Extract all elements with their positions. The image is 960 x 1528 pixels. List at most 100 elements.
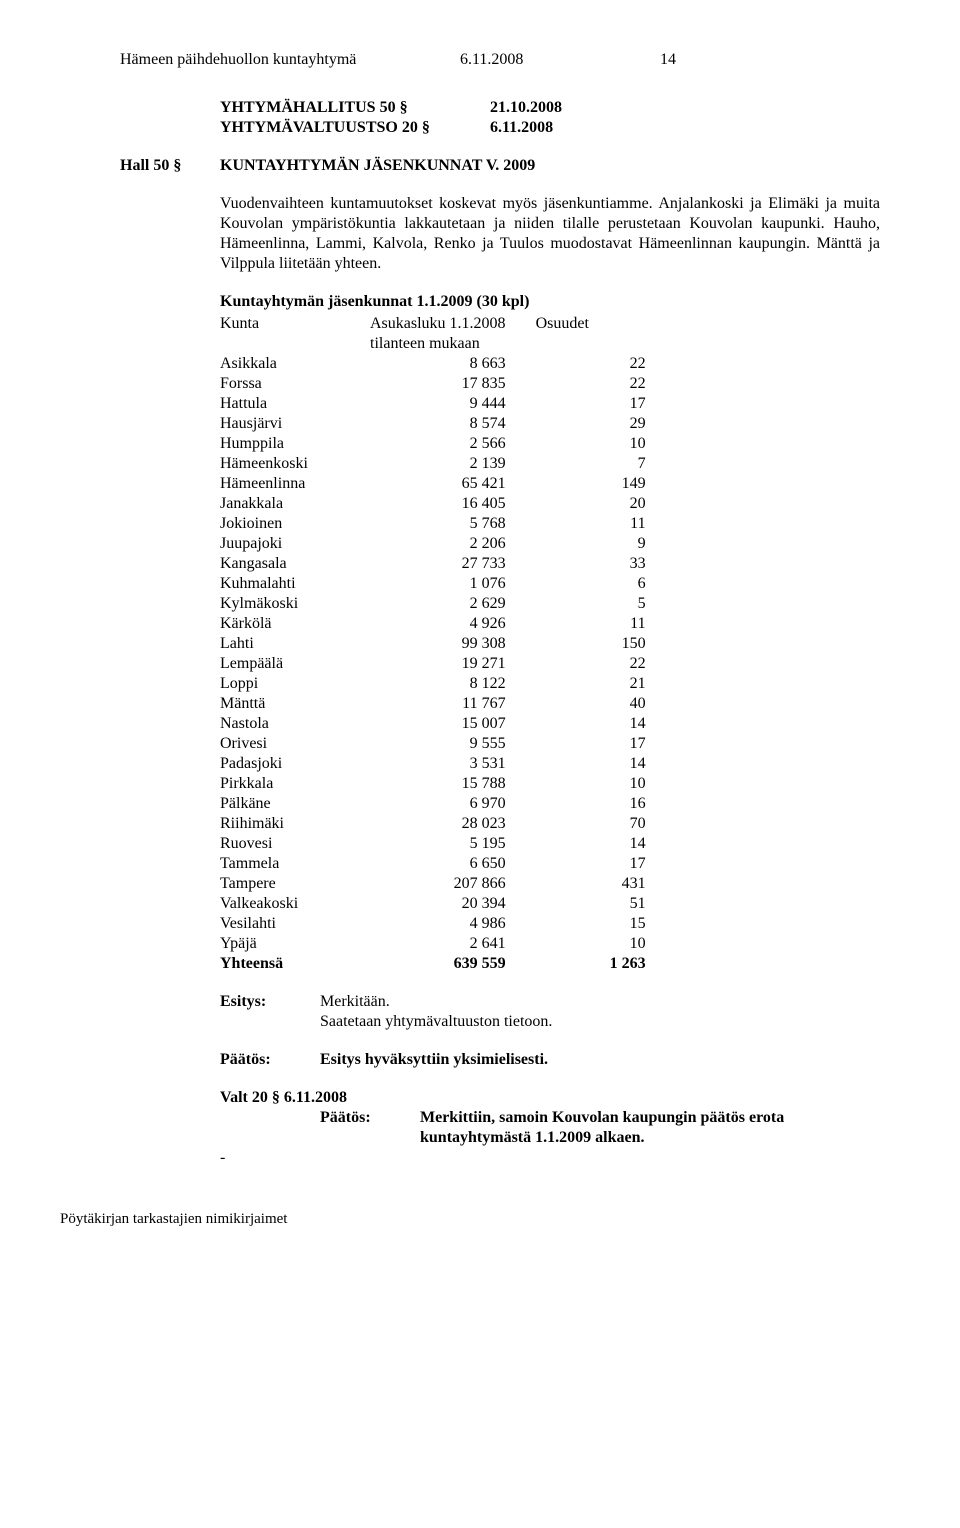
header-org: Hämeen päihdehuollon kuntayhtymä (120, 50, 460, 70)
cell-osuudet: 51 (506, 894, 646, 914)
cell-osuudet: 16 (506, 794, 646, 814)
th-asukasluku: Asukasluku 1.1.2008 (370, 314, 506, 334)
cell-kunta: Janakkala (220, 494, 370, 514)
cell-kunta: Tammela (220, 854, 370, 874)
cell-osuudet: 15 (506, 914, 646, 934)
table-row: Janakkala16 40520 (220, 494, 646, 514)
table-row: Orivesi9 55517 (220, 734, 646, 754)
total-shares: 1 263 (506, 954, 646, 974)
cell-osuudet: 21 (506, 674, 646, 694)
valt-heading: Valt 20 § 6.11.2008 (220, 1088, 890, 1108)
cell-osuudet: 14 (506, 834, 646, 854)
table-row: Riihimäki28 02370 (220, 814, 646, 834)
cell-osuudet: 149 (506, 474, 646, 494)
cell-osuudet: 22 (506, 654, 646, 674)
header-page: 14 (660, 50, 676, 70)
cell-kunta: Hausjärvi (220, 414, 370, 434)
cell-asukasluku: 5 195 (370, 834, 506, 854)
cell-osuudet: 10 (506, 774, 646, 794)
cell-kunta: Kärkölä (220, 614, 370, 634)
paatos-label: Päätös: (220, 1050, 320, 1070)
cell-osuudet: 20 (506, 494, 646, 514)
cell-asukasluku: 20 394 (370, 894, 506, 914)
cell-asukasluku: 16 405 (370, 494, 506, 514)
cell-osuudet: 22 (506, 374, 646, 394)
cell-asukasluku: 2 641 (370, 934, 506, 954)
cell-asukasluku: 4 986 (370, 914, 506, 934)
cell-osuudet: 10 (506, 934, 646, 954)
table-row: Pirkkala15 78810 (220, 774, 646, 794)
cell-asukasluku: 17 835 (370, 374, 506, 394)
table-row: Humppila2 56610 (220, 434, 646, 454)
th-kunta: Kunta (220, 314, 370, 334)
cell-asukasluku: 6 650 (370, 854, 506, 874)
dash: - (220, 1148, 890, 1168)
table-row: Tampere207 866431 (220, 874, 646, 894)
cell-osuudet: 11 (506, 614, 646, 634)
hallitus-date: 21.10.2008 (490, 98, 562, 118)
cell-asukasluku: 9 555 (370, 734, 506, 754)
cell-osuudet: 70 (506, 814, 646, 834)
cell-osuudet: 11 (506, 514, 646, 534)
table-row: Kärkölä4 92611 (220, 614, 646, 634)
esitys-line1: Merkitään. (320, 992, 552, 1012)
cell-osuudet: 14 (506, 754, 646, 774)
cell-kunta: Nastola (220, 714, 370, 734)
cell-asukasluku: 8 663 (370, 354, 506, 374)
table-row: Padasjoki3 53114 (220, 754, 646, 774)
table-row: Valkeakoski20 39451 (220, 894, 646, 914)
cell-kunta: Tampere (220, 874, 370, 894)
table-row: Lahti99 308150 (220, 634, 646, 654)
cell-osuudet: 17 (506, 394, 646, 414)
table-row: Hämeenkoski2 1397 (220, 454, 646, 474)
cell-osuudet: 431 (506, 874, 646, 894)
table-row: Kangasala27 73333 (220, 554, 646, 574)
cell-kunta: Valkeakoski (220, 894, 370, 914)
hall-row: Hall 50 § KUNTAYHTYMÄN JÄSENKUNNAT V. 20… (120, 156, 890, 176)
hall-title: KUNTAYHTYMÄN JÄSENKUNNAT V. 2009 (220, 156, 535, 176)
hallitus-label: YHTYMÄHALLITUS 50 § (220, 98, 490, 118)
cell-kunta: Vesilahti (220, 914, 370, 934)
cell-osuudet: 29 (506, 414, 646, 434)
esitys-line2: Saatetaan yhtymävaltuuston tietoon. (320, 1012, 552, 1032)
table-row: Kuhmalahti1 0766 (220, 574, 646, 594)
cell-asukasluku: 1 076 (370, 574, 506, 594)
cell-kunta: Juupajoki (220, 534, 370, 554)
cell-kunta: Hattula (220, 394, 370, 414)
cell-asukasluku: 4 926 (370, 614, 506, 634)
cell-asukasluku: 15 788 (370, 774, 506, 794)
cell-asukasluku: 3 531 (370, 754, 506, 774)
paatos-text: Esitys hyväksyttiin yksimielisesti. (320, 1050, 548, 1070)
cell-asukasluku: 2 206 (370, 534, 506, 554)
cell-kunta: Kuhmalahti (220, 574, 370, 594)
table-row: Kylmäkoski2 6295 (220, 594, 646, 614)
cell-kunta: Lahti (220, 634, 370, 654)
page-header: Hämeen päihdehuollon kuntayhtymä 6.11.20… (120, 50, 890, 70)
table-row: Ruovesi5 19514 (220, 834, 646, 854)
table-row: Pälkäne6 97016 (220, 794, 646, 814)
cell-asukasluku: 8 122 (370, 674, 506, 694)
cell-kunta: Hämeenkoski (220, 454, 370, 474)
cell-kunta: Kangasala (220, 554, 370, 574)
cell-asukasluku: 11 767 (370, 694, 506, 714)
cell-osuudet: 22 (506, 354, 646, 374)
footer-text: Pöytäkirjan tarkastajien nimikirjaimet (60, 1210, 890, 1229)
table-row: Vesilahti4 98615 (220, 914, 646, 934)
cell-kunta: Padasjoki (220, 754, 370, 774)
table-row: Tammela6 65017 (220, 854, 646, 874)
cell-kunta: Humppila (220, 434, 370, 454)
valt-paatos-text: Merkittiin, samoin Kouvolan kaupungin pä… (420, 1108, 880, 1148)
paragraph-1: Vuodenvaihteen kuntamuutokset koskevat m… (220, 194, 880, 274)
cell-asukasluku: 5 768 (370, 514, 506, 534)
cell-asukasluku: 2 629 (370, 594, 506, 614)
valtuusto-date: 6.11.2008 (490, 118, 553, 138)
municipality-table: Kunta Asukasluku 1.1.2008 Osuudet tilant… (220, 314, 646, 974)
cell-kunta: Ypäjä (220, 934, 370, 954)
cell-kunta: Kylmäkoski (220, 594, 370, 614)
esitys-label: Esitys: (220, 992, 320, 1032)
table-row: Nastola15 00714 (220, 714, 646, 734)
cell-kunta: Asikkala (220, 354, 370, 374)
cell-asukasluku: 2 566 (370, 434, 506, 454)
cell-kunta: Pälkäne (220, 794, 370, 814)
total-label: Yhteensä (220, 954, 370, 974)
